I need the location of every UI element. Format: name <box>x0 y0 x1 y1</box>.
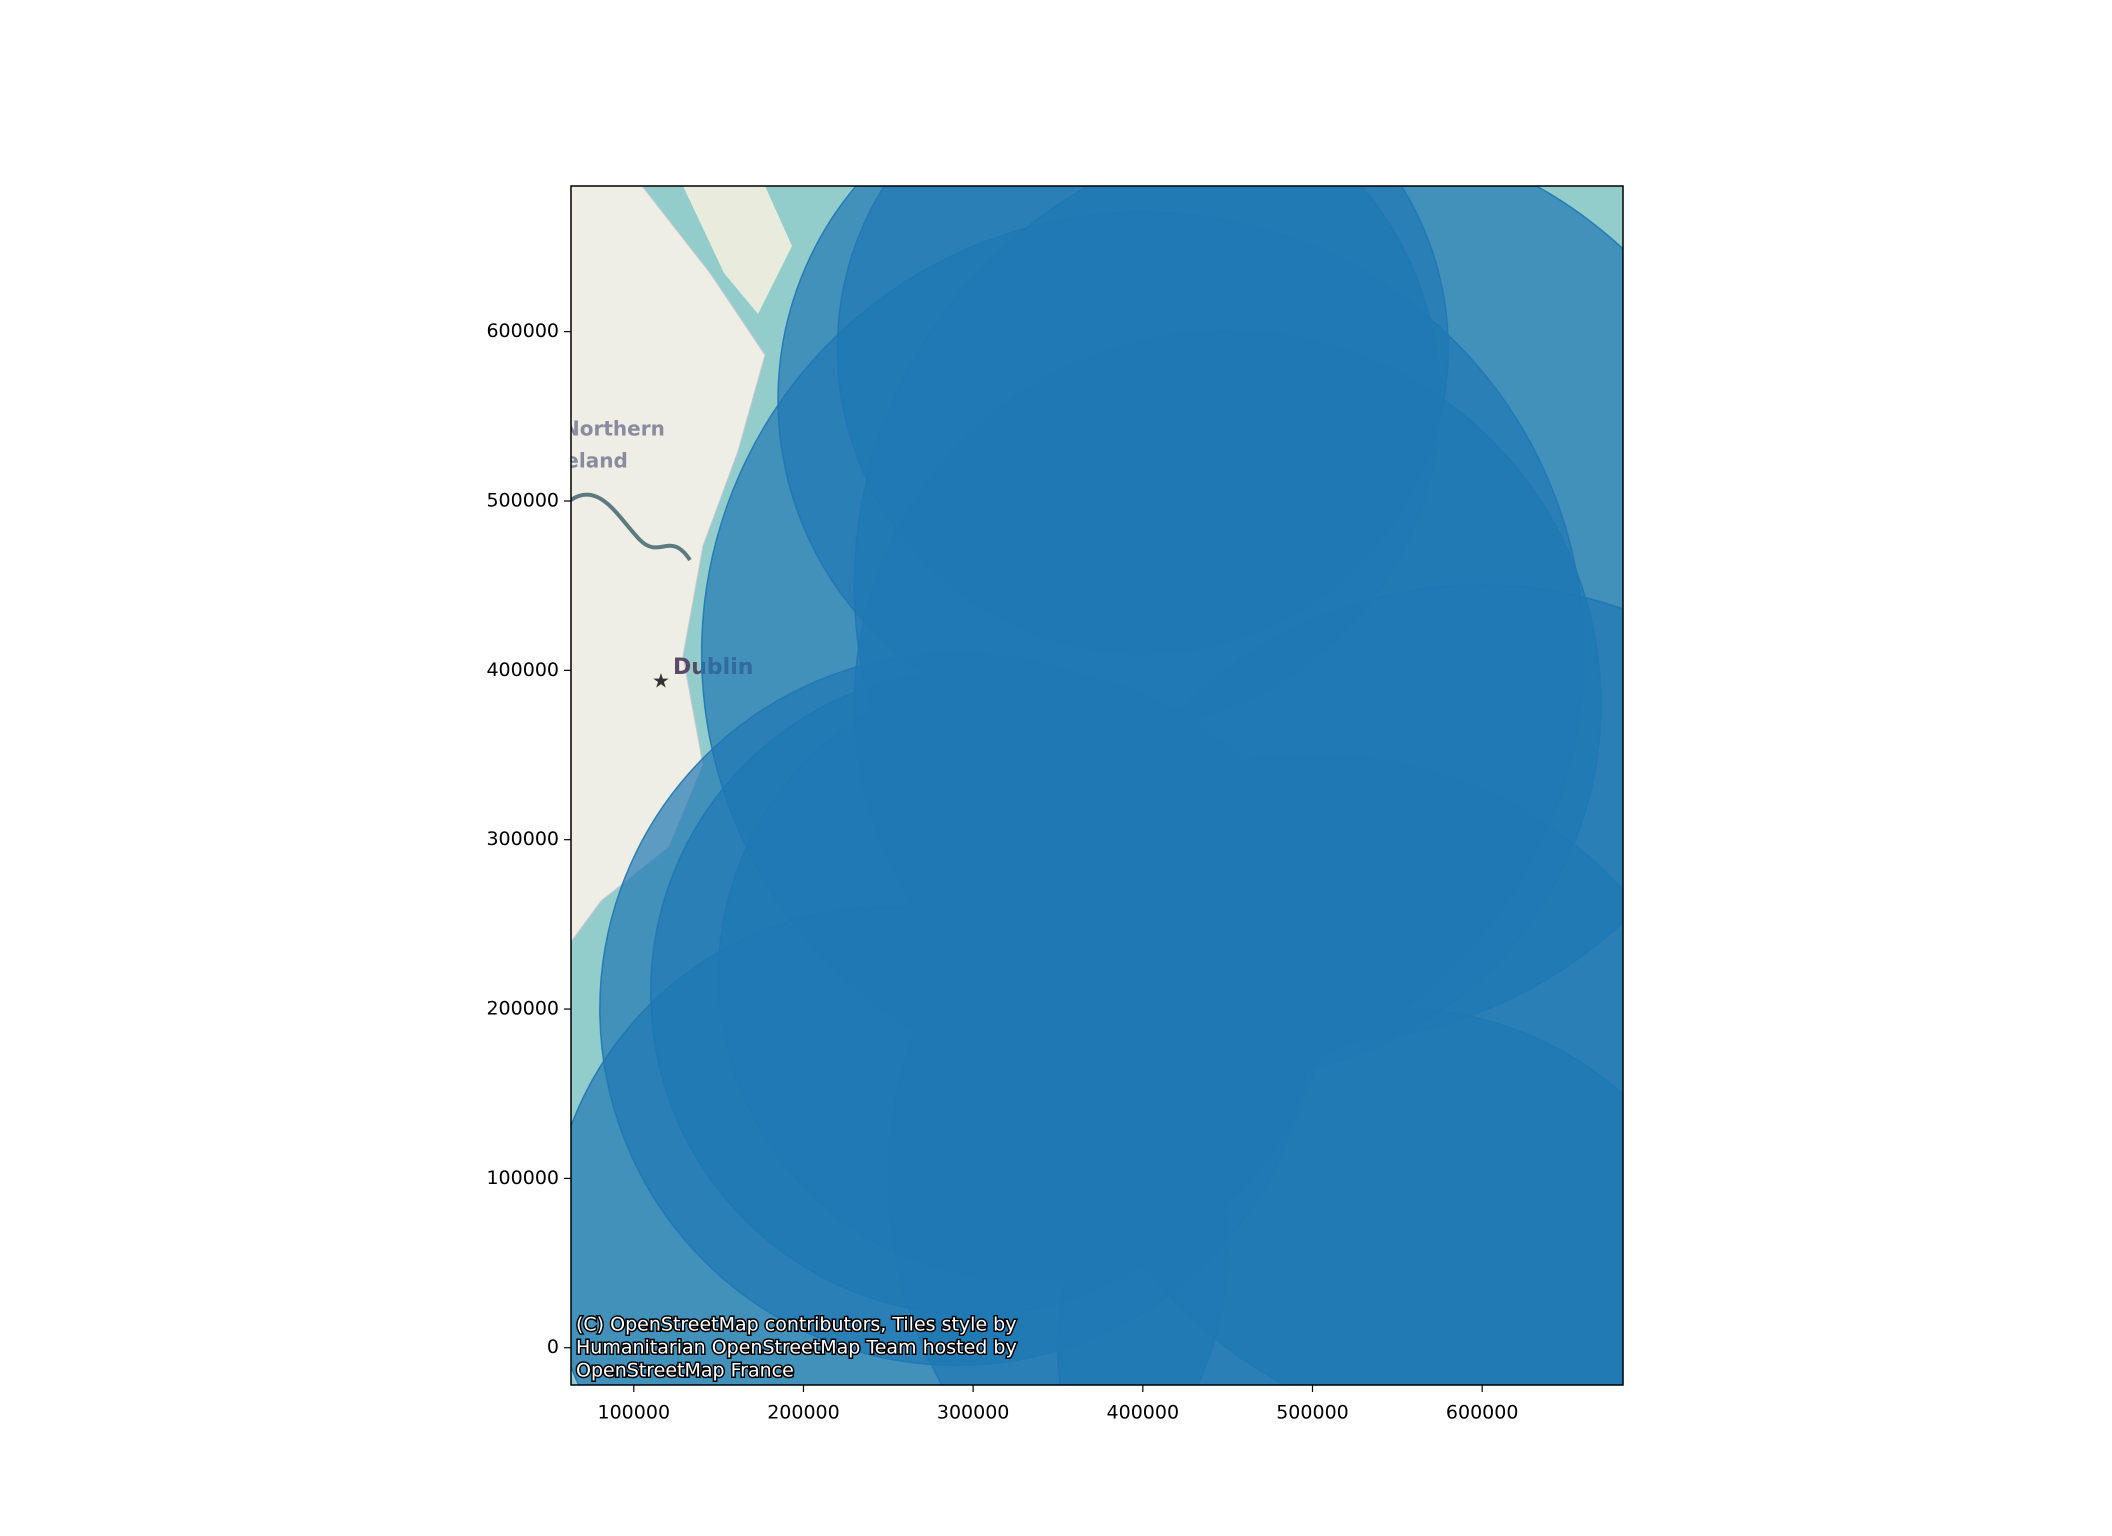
y-tick-label: 400000 <box>486 659 559 681</box>
plot-frame <box>570 185 1624 1386</box>
border <box>571 492 692 562</box>
y-tick-label: 100000 <box>486 1167 559 1189</box>
bubbles <box>571 186 1623 1385</box>
map-area: ★ Dublin Northern Ireland <box>548 186 1623 1385</box>
land <box>683 186 792 314</box>
attribution: OpenStreetMap France <box>576 1360 794 1382</box>
x-tick-label: 500000 <box>1276 1402 1349 1424</box>
land <box>571 186 766 943</box>
bubble <box>1057 1007 1623 1385</box>
x-tick-label: 600000 <box>1446 1402 1519 1424</box>
map-label: Ireland <box>548 449 628 473</box>
city-star: ★ <box>652 669 670 693</box>
y-tick-label: 500000 <box>486 489 559 511</box>
map-label: Northern <box>563 417 665 441</box>
y-tick-label: 600000 <box>486 320 559 342</box>
attribution: (C) OpenStreetMap contributors, Tiles st… <box>576 1314 1016 1336</box>
x-tick-label: 100000 <box>598 1402 671 1424</box>
x-tick-label: 300000 <box>937 1402 1010 1424</box>
y-tick-label: 0 <box>547 1336 559 1358</box>
attribution: Humanitarian OpenStreetMap Team hosted b… <box>576 1337 1017 1359</box>
y-tick-label: 300000 <box>486 828 559 850</box>
x-tick-label: 200000 <box>767 1402 840 1424</box>
x-tick-label: 400000 <box>1107 1402 1180 1424</box>
y-tick-label: 200000 <box>486 998 559 1020</box>
